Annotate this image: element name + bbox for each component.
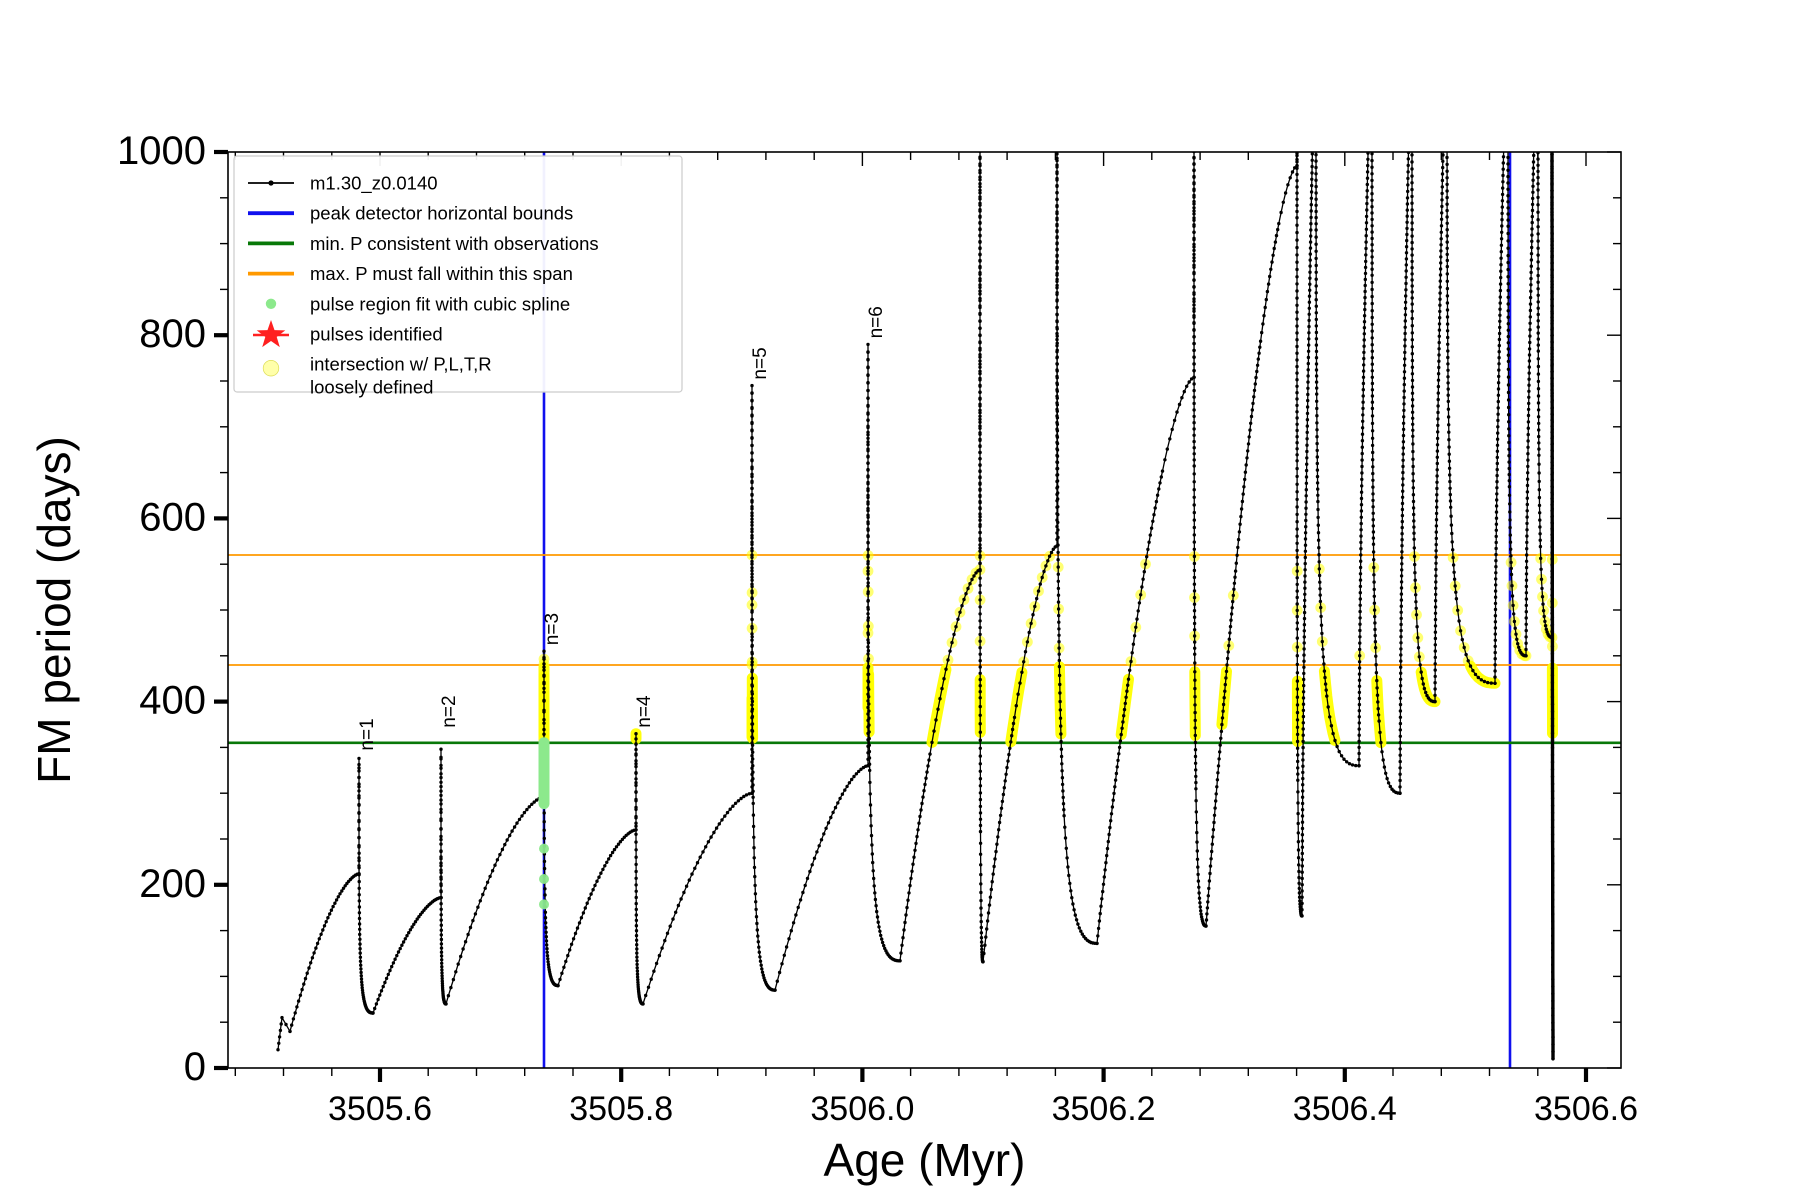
svg-text:3506.4: 3506.4 <box>1293 1090 1397 1128</box>
svg-text:min. P consistent with observa: min. P consistent with observations <box>310 233 599 254</box>
svg-text:peak detector horizontal bound: peak detector horizontal bounds <box>310 203 573 224</box>
svg-text:loosely defined: loosely defined <box>310 377 433 398</box>
svg-text:3506.6: 3506.6 <box>1534 1090 1638 1128</box>
svg-text:intersection w/ P,L,T,R: intersection w/ P,L,T,R <box>310 354 492 375</box>
svg-text:600: 600 <box>139 495 206 539</box>
svg-text:n=1: n=1 <box>357 718 378 750</box>
svg-text:1000: 1000 <box>117 129 206 173</box>
svg-text:3506.2: 3506.2 <box>1052 1090 1156 1128</box>
svg-text:Age (Myr): Age (Myr) <box>824 1134 1026 1186</box>
svg-text:n=6: n=6 <box>866 306 887 338</box>
svg-text:n=4: n=4 <box>634 695 655 728</box>
svg-text:n=2: n=2 <box>439 695 460 727</box>
svg-text:n=5: n=5 <box>750 347 771 379</box>
svg-text:m1.30_z0.0140: m1.30_z0.0140 <box>310 173 438 195</box>
svg-text:800: 800 <box>139 312 206 356</box>
svg-text:3505.8: 3505.8 <box>569 1090 673 1128</box>
svg-text:pulses identified: pulses identified <box>310 324 443 345</box>
svg-text:max. P must fall within this s: max. P must fall within this span <box>310 263 573 284</box>
svg-text:400: 400 <box>139 679 206 723</box>
svg-text:FM period (days): FM period (days) <box>28 436 80 784</box>
svg-text:0: 0 <box>184 1045 206 1089</box>
svg-text:3506.0: 3506.0 <box>810 1090 914 1128</box>
svg-text:n=3: n=3 <box>542 613 563 645</box>
svg-text:pulse region fit with cubic sp: pulse region fit with cubic spline <box>310 293 570 314</box>
svg-text:200: 200 <box>139 862 206 906</box>
svg-text:3505.6: 3505.6 <box>328 1090 432 1128</box>
